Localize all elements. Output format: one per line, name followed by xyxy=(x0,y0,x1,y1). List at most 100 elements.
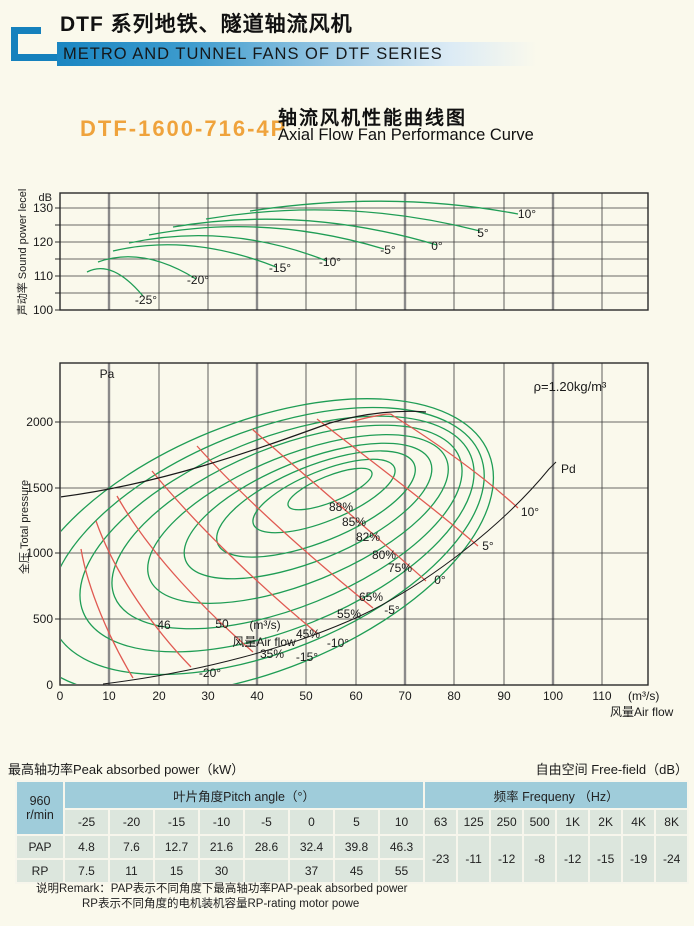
spl-label-minus25: -25° xyxy=(135,293,157,307)
pa-curve-5 xyxy=(316,418,479,547)
bot-xtick-20: 20 xyxy=(152,689,166,703)
pa-label-minus10: -10° xyxy=(327,636,349,650)
rp-value xyxy=(243,858,290,884)
freq-col: 63 xyxy=(423,808,459,836)
remark: 说明Remark：PAP表示不同角度下最高轴功率PAP-peak absorbe… xyxy=(36,882,408,912)
spl-curve-0 xyxy=(172,218,438,246)
remark-line2: RP表示不同角度的电机装机容量RP-rating motor powe xyxy=(82,898,360,910)
total-pressure-chart: Pa 2000 1500 1000 500 0 全压 Total pressur… xyxy=(17,362,674,719)
header-bracket-bottom xyxy=(11,54,59,61)
pa-curve-minus20 xyxy=(95,520,192,668)
top-unit-label: dB xyxy=(39,192,52,204)
rp-value: 11 xyxy=(108,858,155,884)
pa-label-5: 5° xyxy=(482,539,494,553)
pa-curve-minus15 xyxy=(116,495,254,653)
eff-label-82: 82% xyxy=(356,530,380,544)
performance-charts: dB 130 120 110 100 声动率 Sound power lecel… xyxy=(15,189,674,719)
sound-power-curves xyxy=(86,200,519,297)
eff-label-55: 55% xyxy=(337,607,361,621)
pitch-col: -5 xyxy=(243,808,290,836)
freefield-value: -19 xyxy=(621,834,657,884)
bot-xtick-100: 100 xyxy=(543,689,563,703)
bot-ytick-0: 0 xyxy=(46,678,53,692)
remark-line1: 说明Remark：PAP表示不同角度下最高轴功率PAP-peak absorbe… xyxy=(36,883,408,895)
rpm-value: 960 xyxy=(29,794,51,808)
eff-label-75: 75% xyxy=(388,561,412,575)
spec-table: 960 r/min 叶片角度Pitch angle（°） 频率 Frequeny… xyxy=(15,780,690,884)
rpm-cell: 960 r/min xyxy=(15,780,65,836)
bot-xtick-110: 110 xyxy=(592,689,611,703)
freefield-caption: 自由空间 Free-field（dB） xyxy=(535,762,688,777)
pap-value: 46.3 xyxy=(377,834,426,860)
pa-curve-0 xyxy=(251,428,427,582)
top-ytick-130: 130 xyxy=(33,201,53,215)
pitch-col: 0 xyxy=(288,808,335,836)
sound-power-chart: dB 130 120 110 100 声动率 Sound power lecel… xyxy=(15,189,649,317)
page-subtitle: METRO AND TUNNEL FANS OF DTF SERIES xyxy=(63,45,443,63)
power-table-caption: 最高轴功率Peak absorbed power（kW） xyxy=(8,762,245,777)
pd-curve xyxy=(102,461,557,685)
pap-value: 32.4 xyxy=(288,834,335,860)
efficiency-contours xyxy=(61,398,495,684)
pitch-col: -15 xyxy=(153,808,200,836)
spl-curve-minus25 xyxy=(86,268,144,297)
spl-label-minus15: -15° xyxy=(269,261,291,275)
spl-label-0: 0° xyxy=(431,239,443,253)
pa-label-minus15: -15° xyxy=(296,650,318,664)
pitch-col: -20 xyxy=(108,808,155,836)
subtitle-bar: METRO AND TUNNEL FANS OF DTF SERIES xyxy=(57,42,537,66)
rp-value: 30 xyxy=(198,858,245,884)
pd-label: Pd xyxy=(561,462,576,476)
pap-value: 21.6 xyxy=(198,834,245,860)
freefield-value: -23 xyxy=(423,834,459,884)
pap-value: 12.7 xyxy=(153,834,200,860)
spl-label-10: 10° xyxy=(518,207,536,221)
bottom-y-axis-label: 全压 Total pressure xyxy=(17,480,31,574)
rp-value: 7.5 xyxy=(63,858,110,884)
rp-row-label: RP xyxy=(15,858,65,884)
pap-value: 4.8 xyxy=(63,834,110,860)
top-ytick-100: 100 xyxy=(33,303,53,317)
top-y-axis-label: 声动率 Sound power lecel xyxy=(15,189,29,316)
spl-curve-minus10 xyxy=(128,235,328,262)
bot-xtick-80: 80 xyxy=(447,689,461,703)
eff-label-35: 35% xyxy=(260,647,284,661)
pap-value: 39.8 xyxy=(333,834,380,860)
spl-curve-minus20 xyxy=(97,256,197,280)
stray-46: 46 xyxy=(157,618,171,632)
freefield-value: -12 xyxy=(555,834,591,884)
freefield-value: -11 xyxy=(456,834,492,884)
freefield-value: -12 xyxy=(489,834,525,884)
freq-col: 2K xyxy=(588,808,624,836)
bot-xtick-60: 60 xyxy=(349,689,363,703)
header-bracket-top xyxy=(11,27,41,34)
spl-label-minus10: -10° xyxy=(319,255,341,269)
freefield-value: -24 xyxy=(654,834,690,884)
pitch-col: 5 xyxy=(333,808,380,836)
freq-col: 1K xyxy=(555,808,591,836)
spl-curve-10 xyxy=(249,200,519,215)
eff-label-85: 85% xyxy=(342,515,366,529)
stray-flow-label: 风量Air flow xyxy=(232,635,296,649)
x-axis-label: 风量Air flow xyxy=(610,705,674,719)
freefield-value: -15 xyxy=(588,834,624,884)
frequency-header: 频率 Frequeny （Hz） xyxy=(423,780,690,810)
bot-ytick-500: 500 xyxy=(33,612,53,626)
freq-col: 8K xyxy=(654,808,690,836)
bot-xtick-40: 40 xyxy=(250,689,264,703)
pa-label-10: 10° xyxy=(521,505,539,519)
freq-col: 500 xyxy=(522,808,558,836)
pa-label-minus5: -5° xyxy=(384,603,400,617)
freq-col: 250 xyxy=(489,808,525,836)
spl-label-minus5: -5° xyxy=(380,243,396,257)
model-number: DTF-1600-716-4P xyxy=(80,116,288,141)
eff-label-65: 65% xyxy=(359,590,383,604)
eff-label-88: 88% xyxy=(329,500,353,514)
pitch-col: -10 xyxy=(198,808,245,836)
bot-xtick-90: 90 xyxy=(497,689,511,703)
pa-curve-minus5 xyxy=(196,445,374,609)
bot-ytick-1500: 1500 xyxy=(26,481,53,495)
pa-label-minus20: -20° xyxy=(199,666,221,680)
pap-row-label: PAP xyxy=(15,834,65,860)
